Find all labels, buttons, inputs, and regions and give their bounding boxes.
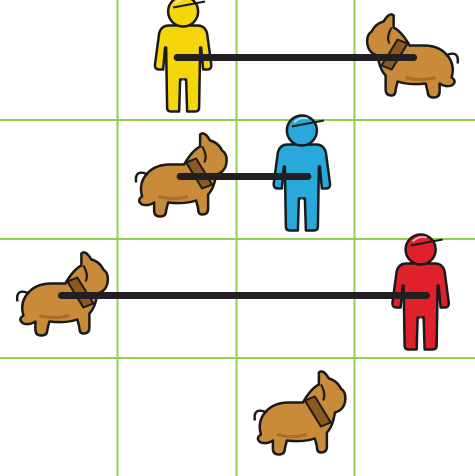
red-person[interactable]: [391, 233, 451, 351]
blue-person[interactable]: [272, 114, 332, 232]
leashes: [57, 54, 431, 299]
dog-bottom[interactable]: [253, 370, 347, 456]
yellow-person[interactable]: [153, 0, 213, 113]
